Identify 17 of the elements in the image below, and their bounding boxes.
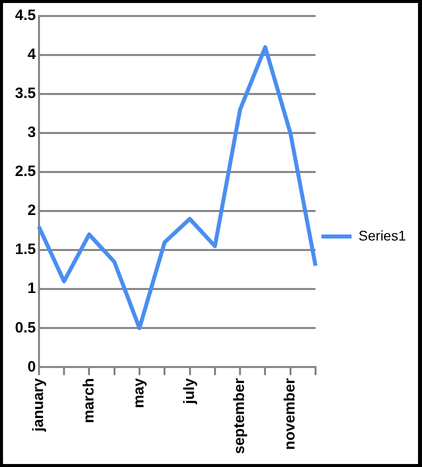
y-tick-label: 4.5: [14, 7, 36, 24]
x-tick-label: september: [231, 378, 248, 454]
x-tick-label: january: [30, 377, 47, 432]
y-tick-label: 1.5: [14, 241, 36, 258]
x-tick-label: november: [282, 378, 299, 450]
y-tick-label: 3.5: [14, 85, 36, 102]
y-tick-label: 4: [28, 46, 37, 64]
x-tick-label: may: [130, 377, 148, 408]
y-tick-label: 2.5: [14, 163, 36, 180]
y-tick-label: 1: [28, 280, 36, 298]
y-tick-label: 0.5: [14, 319, 36, 336]
legend-label: Series1: [358, 227, 406, 244]
y-tick-label: 3: [28, 124, 36, 142]
y-tick-label: 2: [28, 202, 36, 220]
x-tick-label: july: [180, 377, 198, 405]
y-tick-label: 0: [28, 358, 36, 376]
x-tick-label: march: [80, 378, 98, 424]
